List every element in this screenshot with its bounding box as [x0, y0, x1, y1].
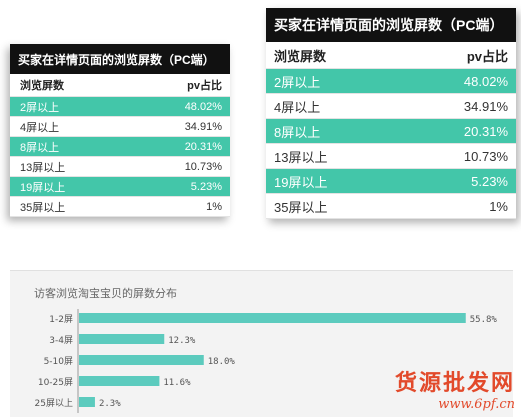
row-value: 1%: [489, 198, 508, 214]
row-value: 48.02%: [184, 100, 222, 113]
chart-title: 访客浏览淘宝宝贝的屏数分布: [34, 288, 177, 300]
table-row: 8屏以上 20.31%: [10, 137, 230, 157]
bar: [79, 313, 466, 323]
row-label: 8屏以上: [20, 141, 60, 154]
watermark-url: www.6pf.cn: [438, 397, 515, 412]
bar: [79, 355, 204, 365]
table-title: 买家在详情页面的浏览屏数（PC端）: [266, 8, 516, 42]
pv-table-left: 买家在详情页面的浏览屏数（PC端） 浏览屏数 pv占比 2屏以上 48.02% 4…: [10, 44, 230, 217]
table-row: 35屏以上 1%: [10, 197, 230, 217]
row-label: 4屏以上: [274, 99, 321, 115]
table-row: 35屏以上 1%: [266, 194, 516, 219]
row-value: 34.91%: [184, 120, 222, 133]
row-label: 19屏以上: [20, 181, 66, 194]
col-header-pv: pv占比: [187, 80, 222, 92]
row-value: 5.23%: [471, 173, 508, 189]
row-label: 19屏以上: [274, 174, 328, 190]
row-label: 2屏以上: [20, 101, 60, 114]
row-value: 20.31%: [463, 123, 508, 139]
bar-chart-panel: 访客浏览淘宝宝贝的屏数分布 1-2屏 55.8% 3-4屏 12.3% 5-10屏 18.…: [10, 270, 513, 417]
table-row: 2屏以上 48.02%: [10, 97, 230, 117]
table-row: 4屏以上 34.91%: [10, 117, 230, 137]
category-label: 3-4屏: [49, 335, 73, 346]
row-label: 35屏以上: [20, 201, 66, 214]
row-value: 20.31%: [184, 140, 222, 153]
bar-chart: 1-2屏 55.8% 3-4屏 12.3% 5-10屏 18.0% 10-25屏 11.6% 2…: [35, 309, 498, 413]
category-label: 5-10屏: [44, 356, 73, 367]
row-value: 5.23%: [190, 180, 222, 193]
bar: [79, 376, 160, 386]
category-label: 1-2屏: [49, 314, 73, 325]
row-label: 4屏以上: [20, 121, 60, 134]
row-label: 8屏以上: [274, 124, 321, 140]
table-row: 13屏以上 10.73%: [10, 157, 230, 177]
bar: [79, 397, 95, 407]
row-label: 2屏以上: [274, 74, 321, 90]
table-row: 19屏以上 5.23%: [10, 177, 230, 197]
pv-table-right: 买家在详情页面的浏览屏数（PC端） 浏览屏数 pv占比 2屏以上 48.02% 4…: [266, 8, 516, 219]
table-title: 买家在详情页面的浏览屏数（PC端）: [10, 44, 230, 74]
row-value: 10.73%: [463, 148, 508, 164]
table-header: 浏览屏数 pv占比: [10, 74, 230, 97]
table-header: 浏览屏数 pv占比: [266, 42, 516, 69]
row-value: 10.73%: [184, 160, 222, 173]
table-row: 13屏以上 10.73%: [266, 144, 516, 169]
value-label: 55.8%: [470, 315, 498, 325]
table-row: 4屏以上 34.91%: [266, 94, 516, 119]
watermark-name: 货源批发网: [394, 370, 515, 396]
col-header-screens: 浏览屏数: [274, 48, 327, 64]
row-label: 13屏以上: [274, 149, 328, 165]
category-label: 10-25屏: [38, 377, 73, 388]
row-value: 1%: [206, 200, 222, 213]
row-label: 35屏以上: [274, 199, 328, 215]
value-label: 18.0%: [208, 357, 236, 367]
col-header-pv: pv占比: [466, 48, 508, 64]
row-label: 13屏以上: [20, 161, 66, 174]
col-header-screens: 浏览屏数: [20, 80, 64, 92]
value-label: 11.6%: [163, 378, 191, 388]
table-row: 19屏以上 5.23%: [266, 169, 516, 194]
row-value: 34.91%: [463, 98, 508, 114]
bar: [79, 334, 165, 344]
table-row: 8屏以上 20.31%: [266, 119, 516, 144]
value-label: 12.3%: [168, 336, 196, 346]
value-label: 2.3%: [99, 399, 121, 409]
table-row: 2屏以上 48.02%: [266, 69, 516, 94]
category-label: 25屏以上: [35, 398, 73, 409]
row-value: 48.02%: [463, 73, 508, 89]
watermark-logo: 货源批发网 www.6pf.cn: [395, 365, 515, 412]
